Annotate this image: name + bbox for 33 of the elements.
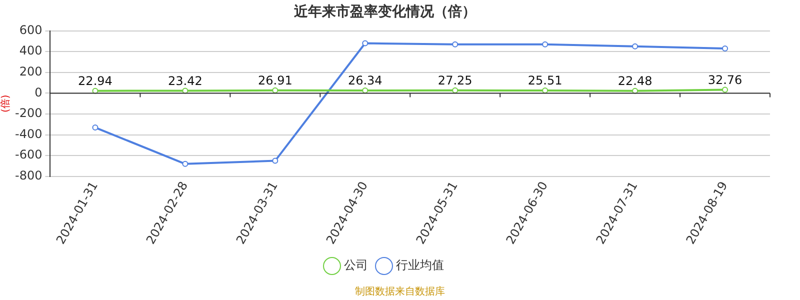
data-label: 26.91 xyxy=(258,74,292,88)
y-axis-title: (倍) xyxy=(0,94,12,113)
data-label: 25.51 xyxy=(528,74,562,88)
chart-title: 近年来市盈率变化情况（倍） xyxy=(293,3,476,20)
point xyxy=(182,160,188,167)
y-tick-label: -200 xyxy=(15,106,42,120)
y-tick-label: -800 xyxy=(15,168,42,183)
point xyxy=(452,87,458,94)
point xyxy=(722,45,728,52)
data-label: 23.42 xyxy=(168,74,202,88)
point xyxy=(722,86,728,93)
point xyxy=(92,124,98,131)
text: 制图数据来自数据库 xyxy=(355,286,445,298)
point xyxy=(452,41,458,48)
data-label: 22.48 xyxy=(618,74,652,88)
legend-label: 公司 xyxy=(344,258,368,272)
y-tick-label: -600 xyxy=(15,148,42,162)
point xyxy=(362,87,368,94)
point xyxy=(362,40,368,46)
y-tick-label: 400 xyxy=(19,44,42,58)
data-label: 32.76 xyxy=(708,72,742,87)
point xyxy=(632,43,638,50)
point xyxy=(272,87,278,94)
y-tick-label: 600 xyxy=(19,22,42,37)
y-tick-label: 0 xyxy=(34,85,42,100)
data-label: 27.25 xyxy=(438,73,472,88)
point xyxy=(542,41,548,48)
data-label: 22.94 xyxy=(78,74,112,88)
y-tick-label: -400 xyxy=(15,126,42,141)
legend-label: 行业均值 xyxy=(396,258,444,272)
point xyxy=(272,158,278,164)
y-tick-label: 200 xyxy=(19,64,42,79)
data-label: 26.34 xyxy=(348,74,382,88)
